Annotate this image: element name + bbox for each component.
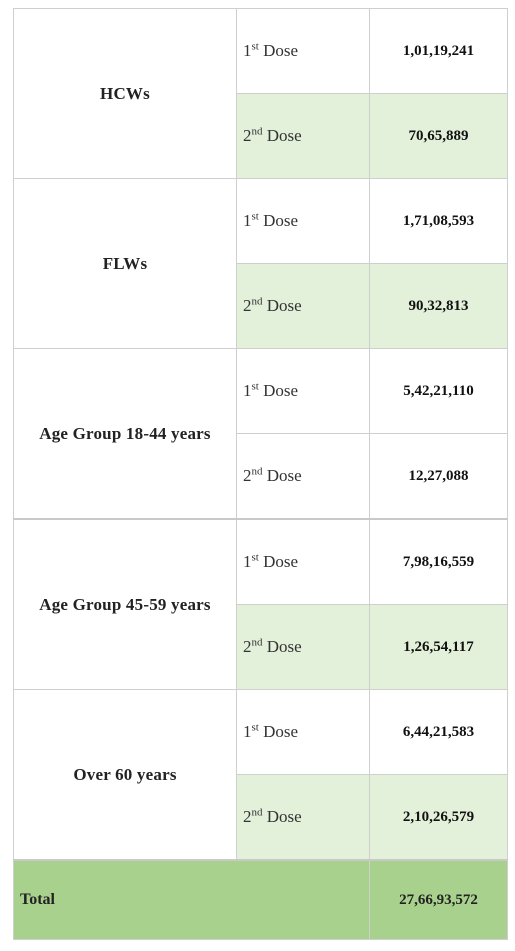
dose-count: 7,98,16,559 xyxy=(369,518,508,605)
group-label: Age Group 18-44 years xyxy=(13,348,237,520)
dose-label: 2nd Dose xyxy=(236,604,370,690)
vaccination-table: HCWs 1st Dose 1,01,19,241 2nd Dose 70,65… xyxy=(13,8,508,940)
table-row: FLWs 1st Dose 1,71,08,593 xyxy=(13,178,508,349)
dose-label: 2nd Dose xyxy=(236,774,370,861)
dose-label: 2nd Dose xyxy=(236,433,370,520)
dose-count: 2,10,26,579 xyxy=(369,774,508,861)
table-row: 2nd Dose 1,26,54,117 xyxy=(14,604,508,690)
dose-count: 90,32,813 xyxy=(369,263,508,349)
dose-count: 1,01,19,241 xyxy=(369,8,508,94)
table-row: Over 60 years 1st Dose 6,44,21,583 xyxy=(13,689,508,861)
group-label: Age Group 45-59 years xyxy=(13,518,237,690)
dose-label: 1st Dose xyxy=(236,689,370,775)
table-row: Age Group 18-44 years 1st Dose 5,42,21,1… xyxy=(13,348,508,520)
dose-count: 12,27,088 xyxy=(369,433,508,520)
table-row: 2nd Dose 2,10,26,579 xyxy=(14,774,508,861)
dose-count: 6,44,21,583 xyxy=(369,689,508,775)
table-row: 2nd Dose 12,27,088 xyxy=(14,433,508,520)
dose-label: 1st Dose xyxy=(236,518,370,605)
group-label: Over 60 years xyxy=(13,689,237,861)
dose-label: 2nd Dose xyxy=(236,93,370,179)
dose-label: 1st Dose xyxy=(236,348,370,434)
total-row: Total 27,66,93,572 xyxy=(13,859,508,940)
dose-count: 1,71,08,593 xyxy=(369,178,508,264)
dose-label: 1st Dose xyxy=(236,8,370,94)
table-row: HCWs 1st Dose 1,01,19,241 xyxy=(13,8,508,179)
dose-count: 70,65,889 xyxy=(369,93,508,179)
dose-count: 1,26,54,117 xyxy=(369,604,508,690)
table-row: Age Group 45-59 years 1st Dose 7,98,16,5… xyxy=(13,518,508,690)
group-label: FLWs xyxy=(13,178,237,349)
group-label: HCWs xyxy=(13,8,237,179)
total-label: Total xyxy=(13,859,370,940)
table-row: 2nd Dose 70,65,889 xyxy=(14,93,508,179)
total-value: 27,66,93,572 xyxy=(369,859,508,940)
table-row: 2nd Dose 90,32,813 xyxy=(14,263,508,349)
dose-label: 1st Dose xyxy=(236,178,370,264)
dose-count: 5,42,21,110 xyxy=(369,348,508,434)
dose-label: 2nd Dose xyxy=(236,263,370,349)
